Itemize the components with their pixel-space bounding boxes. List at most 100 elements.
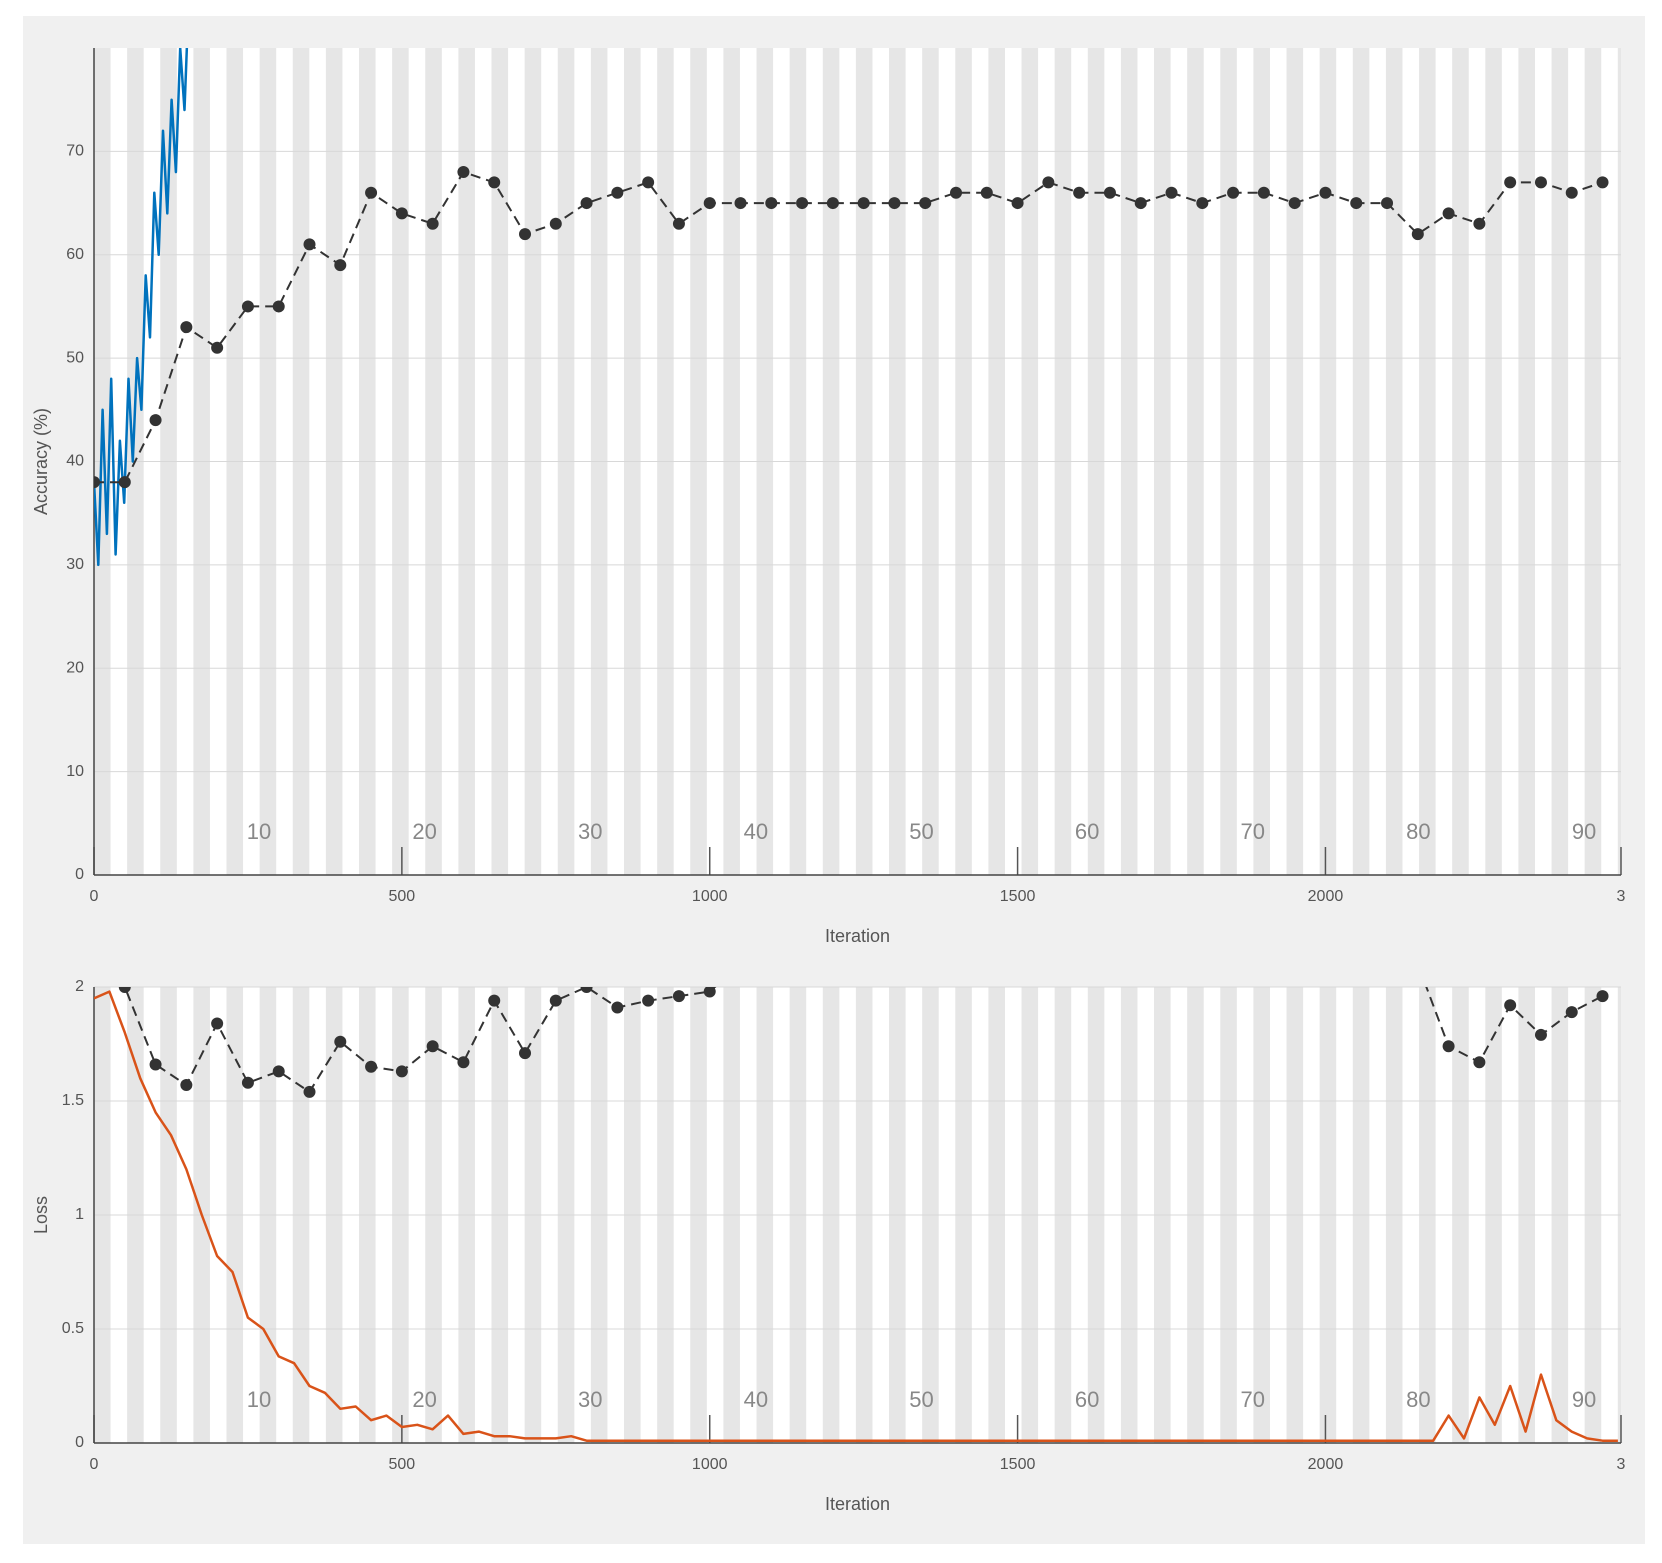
- series-marker: [980, 186, 993, 199]
- series-line: [94, 48, 189, 567]
- series-marker: [1042, 176, 1055, 189]
- series-marker: [1103, 186, 1116, 199]
- x-tick-label: 1000: [692, 1456, 728, 1473]
- series-marker: [642, 176, 655, 189]
- y-axis-label: Accuracy (%): [31, 408, 51, 515]
- series-marker: [519, 228, 532, 241]
- y-tick-label: 20: [66, 659, 84, 676]
- y-tick-label: 70: [66, 143, 84, 160]
- series-marker: [1504, 999, 1517, 1012]
- x-tick-label: 3: [1617, 1456, 1626, 1473]
- y-tick-label: 10: [66, 763, 84, 780]
- series-line: [123, 987, 1603, 1093]
- series-marker: [1534, 1028, 1547, 1041]
- series-marker: [1596, 176, 1609, 189]
- series-marker: [241, 300, 254, 313]
- series-marker: [365, 186, 378, 199]
- series-marker: [1565, 1006, 1578, 1019]
- series-marker: [888, 197, 901, 210]
- epoch-label: 70: [1241, 1387, 1265, 1412]
- y-tick-label: 0: [75, 1434, 84, 1451]
- series-marker: [1319, 186, 1332, 199]
- y-tick-label: 0.5: [62, 1320, 84, 1337]
- epoch-label: 80: [1406, 1387, 1430, 1412]
- series-marker: [303, 238, 316, 251]
- epoch-label: 30: [578, 1387, 602, 1412]
- series-marker: [519, 1047, 532, 1060]
- x-axis-label: Iteration: [825, 926, 890, 946]
- series-marker: [272, 300, 285, 313]
- series-marker: [1165, 186, 1178, 199]
- series-marker: [1473, 1056, 1486, 1069]
- series-marker: [1442, 1040, 1455, 1053]
- series-marker: [1411, 228, 1424, 241]
- series-marker: [857, 197, 870, 210]
- series-marker: [611, 186, 624, 199]
- epoch-label: 50: [909, 819, 933, 844]
- series-marker: [703, 987, 716, 998]
- series-marker: [426, 217, 439, 230]
- series-marker: [1134, 197, 1147, 210]
- series-marker: [765, 197, 778, 210]
- epoch-label: 90: [1572, 1387, 1596, 1412]
- series-marker: [1257, 186, 1270, 199]
- plot-series: [94, 987, 1618, 1442]
- y-tick-label: 30: [66, 556, 84, 573]
- y-tick-label: 1: [75, 1206, 84, 1223]
- series-marker: [1288, 197, 1301, 210]
- series-marker: [549, 217, 562, 230]
- series-marker: [1473, 217, 1486, 230]
- series-marker: [1504, 176, 1517, 189]
- series-marker: [580, 197, 593, 210]
- y-tick-label: 0: [75, 866, 84, 883]
- series-marker: [611, 1001, 624, 1014]
- x-tick-label: 500: [389, 1456, 416, 1473]
- series-marker: [395, 207, 408, 220]
- epoch-label: 50: [909, 1387, 933, 1412]
- series-marker: [211, 341, 224, 354]
- series-marker: [672, 990, 685, 1003]
- x-tick-label: 2000: [1308, 888, 1344, 905]
- y-tick-label: 1.5: [62, 1092, 84, 1109]
- series-marker: [950, 186, 963, 199]
- series-marker: [180, 321, 193, 334]
- epoch-label: 60: [1075, 819, 1099, 844]
- series-marker: [1196, 197, 1209, 210]
- x-tick-label: 500: [389, 888, 416, 905]
- epoch-label: 70: [1241, 819, 1265, 844]
- series-marker: [1073, 186, 1086, 199]
- series-marker: [457, 1056, 470, 1069]
- series-marker: [365, 1060, 378, 1073]
- series-marker: [149, 1058, 162, 1071]
- series-marker: [303, 1085, 316, 1098]
- epoch-label: 60: [1075, 1387, 1099, 1412]
- epoch-label: 90: [1572, 819, 1596, 844]
- x-tick-label: 1500: [1000, 888, 1036, 905]
- y-tick-label: 50: [66, 349, 84, 366]
- series-marker: [1442, 207, 1455, 220]
- epoch-label: 30: [578, 819, 602, 844]
- series-marker: [94, 476, 100, 489]
- series-marker: [180, 1079, 193, 1092]
- series-marker: [334, 259, 347, 272]
- series-marker: [642, 994, 655, 1007]
- series-marker: [211, 1017, 224, 1030]
- epoch-label: 20: [412, 819, 436, 844]
- series-marker: [426, 1040, 439, 1053]
- y-tick-label: 2: [75, 978, 84, 995]
- series-marker: [826, 197, 839, 210]
- x-tick-label: 2000: [1308, 1456, 1344, 1473]
- epoch-label: 10: [247, 1387, 271, 1412]
- epoch-label: 40: [744, 1387, 768, 1412]
- plot-series: [94, 48, 1609, 567]
- series-marker: [272, 1065, 285, 1078]
- epoch-label: 20: [412, 1387, 436, 1412]
- series-marker: [488, 994, 501, 1007]
- series-marker: [1350, 197, 1363, 210]
- epoch-label: 40: [744, 819, 768, 844]
- y-tick-label: 60: [66, 246, 84, 263]
- x-tick-label: 1000: [692, 888, 728, 905]
- x-tick-label: 3: [1617, 888, 1626, 905]
- series-marker: [1381, 197, 1394, 210]
